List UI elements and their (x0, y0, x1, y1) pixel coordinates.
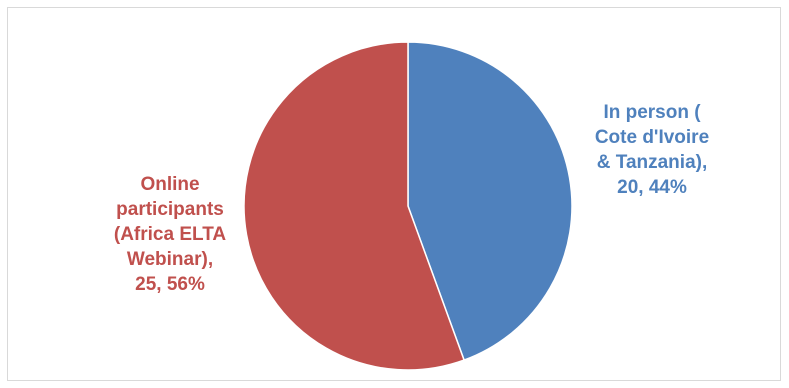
data-labels: In person ( Cote d'Ivoire & Tanzania), 20, … (114, 102, 709, 295)
pie-slice-2 (243, 41, 466, 371)
data-label-2-line: (Africa ELTA (114, 224, 227, 245)
pie-slice-1 (407, 41, 573, 362)
data-label-1-line: & Tanzania), (597, 152, 708, 173)
pie-slices (243, 41, 573, 371)
data-label-1-line: 20, 44% (617, 177, 687, 198)
data-label-2-line: participants (116, 199, 224, 220)
data-label-2-line: 25, 56% (135, 274, 205, 295)
data-label-1-line: Cote d'Ivoire (595, 127, 709, 148)
data-label-1-line: In person ( (603, 102, 701, 123)
data-label-2-line: Online (140, 174, 199, 195)
data-label-2-line: Webinar), (127, 249, 213, 270)
data-label-1: In person ( Cote d'Ivoire & Tanzania), 20, … (595, 102, 709, 198)
data-label-2: Online participants (Africa ELTA Webinar), 2… (114, 174, 227, 295)
